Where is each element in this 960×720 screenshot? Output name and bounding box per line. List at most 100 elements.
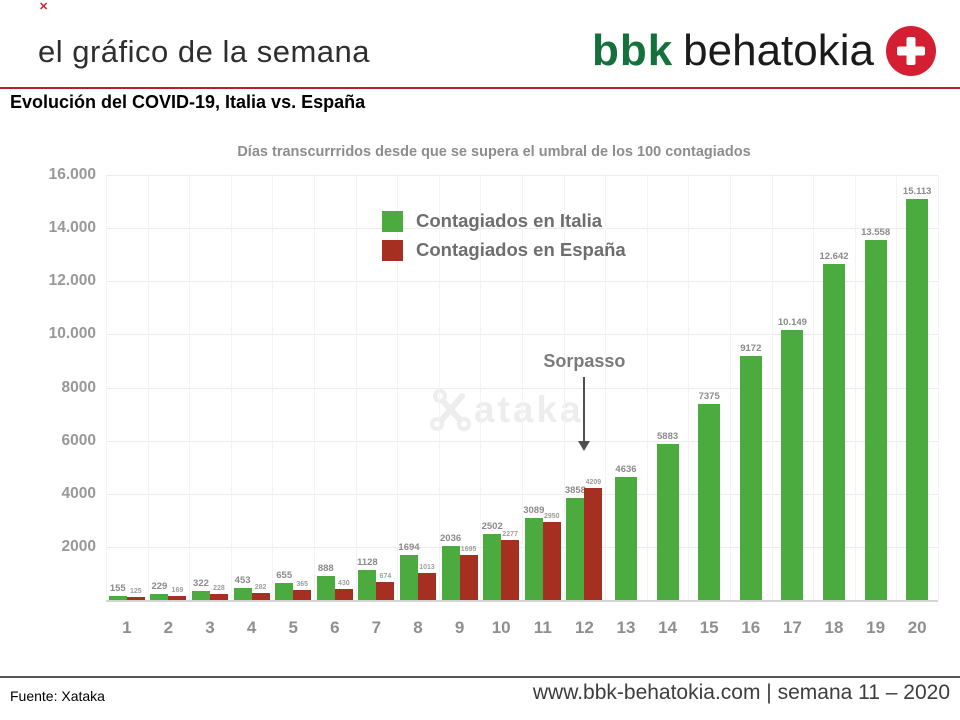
italy-bar-value: 888 (317, 563, 334, 575)
v-gridline (813, 175, 815, 600)
spain-bar: 674 (376, 573, 395, 600)
italy-bar-value: 155 (109, 582, 126, 594)
italy-bar: 155 (108, 583, 127, 600)
logo-behatokia-text: behatokia (683, 26, 874, 75)
source-credit: Fuente: Xataka (10, 688, 105, 704)
bar-group-day-10: 2502 2277 (480, 175, 522, 600)
v-gridline (646, 175, 648, 600)
italy-bar: 4636 (614, 464, 637, 600)
x-tick-label: 20 (907, 618, 927, 637)
x-tick-label: 19 (866, 618, 886, 637)
v-gridline (854, 175, 856, 600)
italy-bar-value: 10.149 (777, 317, 807, 329)
italy-bar-value: 655 (276, 569, 293, 581)
x-tick-label: 2 (163, 618, 174, 637)
bar-group-day-5: 655 365 (272, 175, 314, 600)
legend-label-italia: Contagiados en Italia (416, 210, 603, 231)
italy-bar: 2036 (440, 533, 461, 600)
italy-bar-value: 5883 (657, 430, 679, 442)
bar-group-day-14: 5883 (647, 175, 689, 600)
italy-bar-value: 453 (234, 574, 251, 586)
footer-website: www.bbk-behatokia.com | semana 11 – 2020 (532, 681, 950, 704)
italy-bar-value: 13.558 (861, 226, 891, 238)
italy-bar-value: 12.642 (819, 251, 849, 263)
v-gridline (730, 175, 731, 600)
xataka-x-icon (430, 389, 471, 431)
spain-bar: 282 (251, 584, 270, 600)
italy-bar-value: 15.113 (902, 185, 932, 197)
spain-bar: 228 (209, 585, 228, 600)
spain-bar: 1013 (417, 564, 436, 600)
bar-group-day-9: 2036 1695 (439, 175, 481, 600)
spain-bar: 2950 (542, 513, 561, 600)
x-tick-label: 11 (533, 618, 552, 637)
italy-bar: 7375 (698, 391, 721, 600)
italy-bar-value: 2502 (481, 520, 503, 532)
bar-group-day-3: 322 228 (189, 175, 231, 600)
bar-group-day-1: 155 125 (106, 175, 148, 600)
italy-bar: 1694 (398, 542, 420, 600)
logo-bbk-text: bbk (591, 26, 674, 75)
chart: Días transcurrridos desde que se supera … (14, 138, 950, 670)
x-tick-label: 3 (205, 618, 215, 637)
y-tick-label: 2000 (61, 537, 96, 555)
bbk-behatokia-logo: bbk behatokia (592, 26, 936, 76)
bar-group-day-12: 3858 4209 (564, 175, 606, 600)
italy-bar-value: 1694 (398, 542, 420, 554)
italy-bar: 10.149 (778, 317, 807, 600)
v-gridline (771, 175, 773, 600)
spain-bar-value: 1013 (419, 564, 435, 572)
italy-bar-value: 4636 (615, 463, 637, 475)
bar-group-day-20: 15.113 (896, 175, 938, 600)
spain-bar: 365 (293, 581, 312, 600)
italy-bar-value: 229 (151, 580, 168, 592)
bar-group-day-13: 4636 (605, 175, 647, 600)
page-title: el gráfico de la semana (38, 34, 371, 69)
v-gridline (397, 175, 399, 600)
italy-bar: 322 (191, 578, 210, 600)
italy-bar: 3858 (565, 485, 586, 600)
y-tick-label: 4000 (61, 484, 96, 502)
x-tick-label: 4 (246, 618, 257, 637)
v-gridline (522, 175, 523, 600)
x-tick-label: 6 (330, 618, 340, 637)
spain-bar: 2277 (501, 531, 520, 600)
y-tick-label: 16.000 (48, 166, 96, 183)
y-axis-labels: 2000 4000 6000 8000 10.000 12.000 14.000 16.000 (14, 166, 98, 600)
spain-bar-value: 365 (296, 581, 309, 589)
x-tick-label: 16 (741, 618, 761, 637)
plus-cross-icon (886, 26, 936, 76)
italy-bar-value: 3858 (564, 484, 586, 496)
x-tick-label: 13 (616, 618, 636, 637)
bar-group-day-8: 1694 1013 (397, 175, 439, 600)
y-tick-label: 14.000 (48, 219, 96, 237)
italy-bar-value: 3089 (523, 504, 545, 516)
spain-bar-value: 2950 (544, 512, 560, 520)
chart-title: Días transcurrridos desde que se supera … (237, 144, 751, 160)
v-gridline (688, 175, 690, 600)
italy-bar-value: 322 (193, 578, 209, 590)
bar-group-day-4: 453 282 (231, 175, 273, 600)
italy-bar: 15.113 (903, 186, 931, 600)
xataka-watermark: ataka (428, 386, 584, 432)
legend: Contagiados en Italia Contagiados en Esp… (382, 210, 626, 268)
x-tick-label: 18 (824, 618, 844, 637)
spain-bar-value: 674 (379, 573, 392, 581)
italy-bar: 1128 (357, 557, 378, 600)
v-gridline (896, 175, 898, 600)
legend-swatch-espana (382, 239, 403, 261)
decorative-red-mark: ✕ (39, 1, 49, 13)
bar-group-day-17: 10.149 (772, 175, 814, 600)
italy-bar: 5883 (656, 431, 679, 600)
v-gridline (230, 175, 232, 600)
italy-bar: 2502 (482, 521, 503, 600)
chart-subtitle: Evolución del COVID-19, Italia vs. Españ… (10, 92, 366, 112)
legend-item-espana: Contagiados en España (382, 239, 626, 261)
x-tick-label: 9 (454, 618, 465, 637)
v-gridline (189, 175, 191, 600)
spain-bar: 4209 (584, 479, 603, 600)
x-tick-label: 1 (122, 618, 132, 637)
spain-bar-value: 2277 (502, 530, 518, 538)
footer-divider (0, 676, 960, 678)
x-axis-labels: 1 2 3 4 5 6 7 8 9 10 11 12 13 14 15 16 17 18 19 20 (106, 618, 938, 644)
